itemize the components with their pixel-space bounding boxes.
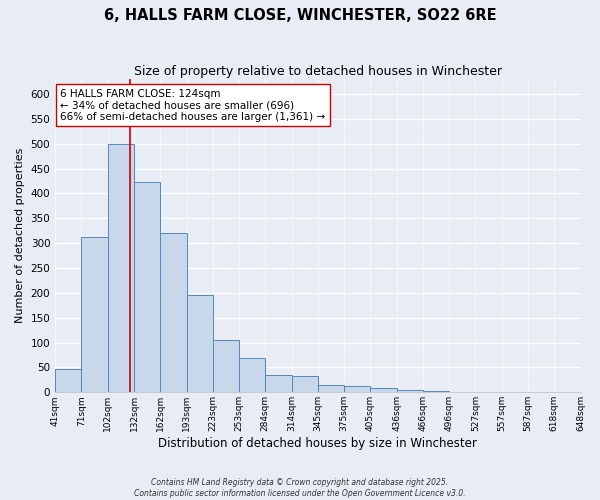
- Bar: [344, 386, 370, 392]
- Bar: [82, 236, 108, 392]
- Bar: [370, 388, 397, 392]
- Text: 6, HALLS FARM CLOSE, WINCHESTER, SO22 6RE: 6, HALLS FARM CLOSE, WINCHESTER, SO22 6R…: [104, 8, 496, 22]
- Bar: [397, 390, 423, 392]
- Bar: [187, 295, 213, 392]
- Bar: [108, 144, 134, 392]
- Bar: [265, 375, 292, 392]
- Bar: [55, 369, 82, 392]
- Bar: [239, 358, 265, 392]
- X-axis label: Distribution of detached houses by size in Winchester: Distribution of detached houses by size …: [158, 437, 477, 450]
- Bar: [292, 376, 318, 392]
- Text: 6 HALLS FARM CLOSE: 124sqm
← 34% of detached houses are smaller (696)
66% of sem: 6 HALLS FARM CLOSE: 124sqm ← 34% of deta…: [61, 88, 326, 122]
- Bar: [134, 182, 160, 392]
- Text: Contains HM Land Registry data © Crown copyright and database right 2025.
Contai: Contains HM Land Registry data © Crown c…: [134, 478, 466, 498]
- Y-axis label: Number of detached properties: Number of detached properties: [15, 148, 25, 324]
- Bar: [318, 386, 344, 392]
- Bar: [213, 340, 239, 392]
- Title: Size of property relative to detached houses in Winchester: Size of property relative to detached ho…: [134, 65, 502, 78]
- Bar: [160, 233, 187, 392]
